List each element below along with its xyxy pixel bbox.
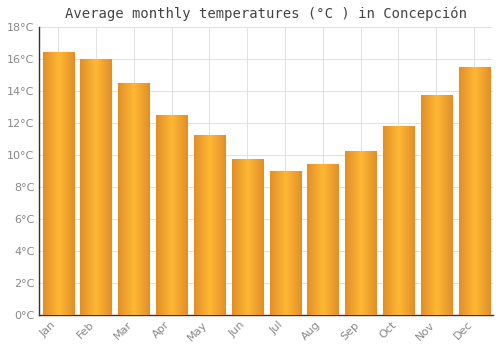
Bar xyxy=(308,164,338,315)
Bar xyxy=(118,83,149,315)
Bar xyxy=(80,59,112,315)
Bar xyxy=(383,126,414,315)
Bar xyxy=(232,160,262,315)
Bar xyxy=(458,67,490,315)
Bar xyxy=(194,135,225,315)
Bar xyxy=(42,52,74,315)
Bar xyxy=(421,96,452,315)
Bar xyxy=(156,115,187,315)
Bar xyxy=(270,171,300,315)
Bar xyxy=(345,152,376,315)
Title: Average monthly temperatures (°C ) in Concepción: Average monthly temperatures (°C ) in Co… xyxy=(65,7,467,21)
